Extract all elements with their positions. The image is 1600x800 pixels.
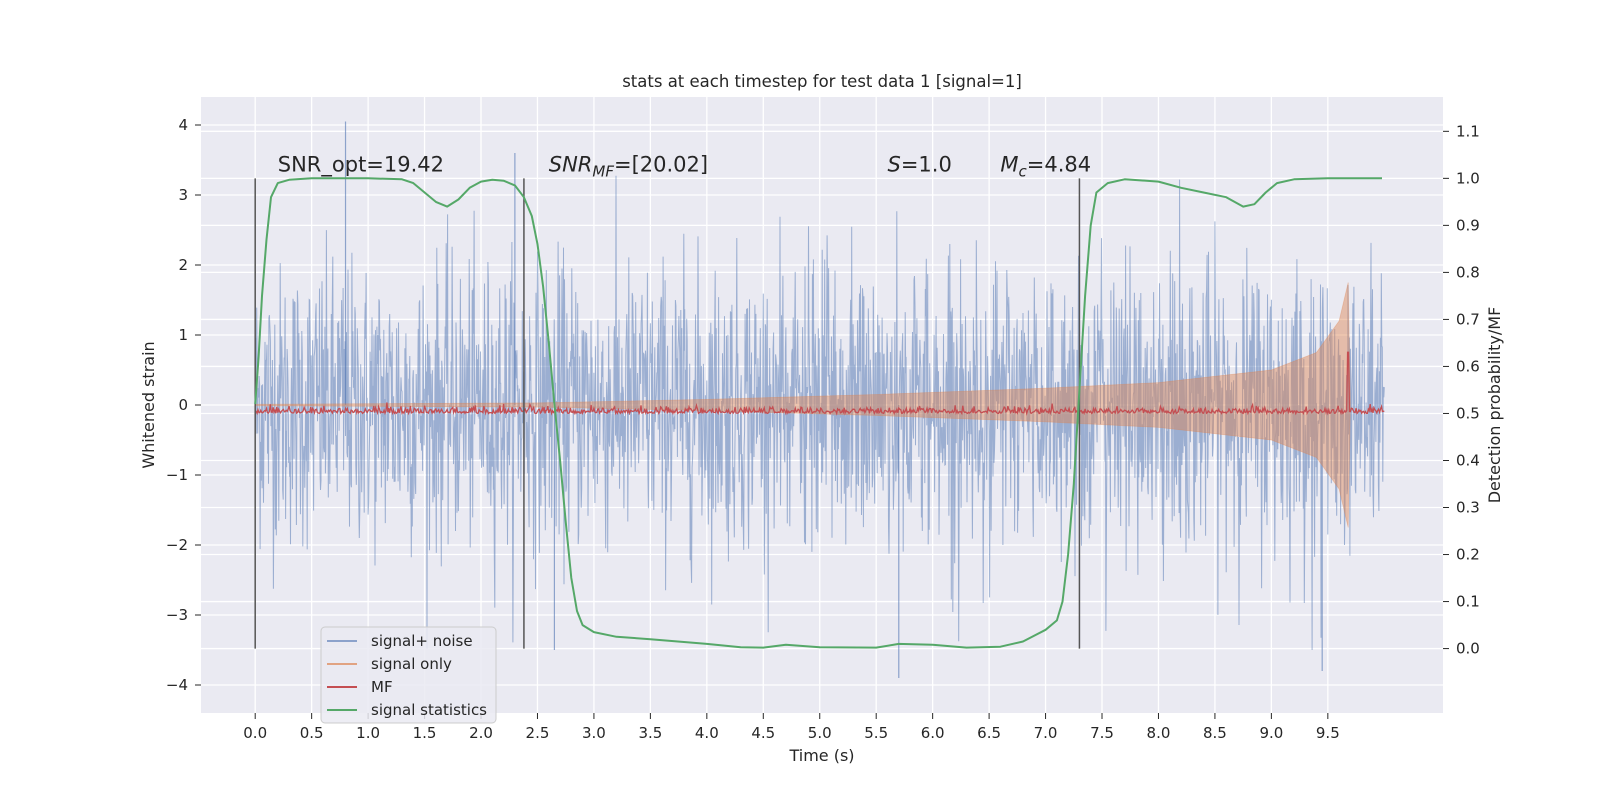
x-tick-label: 8.0 xyxy=(1147,724,1171,742)
y-tick-label: −4 xyxy=(166,676,188,694)
y-tick-label: 2 xyxy=(178,256,188,274)
y-axis-ticks: 4 3 2 1 0 −1 −2 −3 −4 xyxy=(166,116,201,694)
x-tick-label: 6.5 xyxy=(977,724,1001,742)
y2-tick-label: 0.7 xyxy=(1456,310,1480,328)
y2-tick-label: 0.5 xyxy=(1456,404,1480,422)
s-symbol: S xyxy=(887,152,900,176)
mf-line xyxy=(255,351,1385,416)
annotations: SNR_opt=19.42 SNRMF=[20.02] S=1.0 Mc=4.8… xyxy=(278,152,1091,180)
signal-statistics-line xyxy=(254,177,1382,649)
y2-tick-label: 1.0 xyxy=(1456,169,1480,187)
x-tick-label: 6.0 xyxy=(921,724,945,742)
annotation-snr-opt: SNR_opt=19.42 xyxy=(278,152,444,177)
x-tick-label: 7.5 xyxy=(1090,724,1114,742)
annotation-s: S=1.0 xyxy=(887,152,951,176)
legend-label: signal+ noise xyxy=(371,632,473,650)
snr-mf-value: =[20.02] xyxy=(614,152,708,176)
y-tick-label: 4 xyxy=(178,116,188,134)
mf-series xyxy=(255,351,1385,416)
y-axis-label: Whitened strain xyxy=(139,341,158,468)
y2-tick-label: 0.2 xyxy=(1456,546,1480,564)
legend: signal+ noise signal only MF signal statist… xyxy=(320,626,497,724)
y2-tick-label: 0.9 xyxy=(1456,216,1480,234)
y2-tick-label: 0.4 xyxy=(1456,451,1480,469)
y2-tick-label: 0.0 xyxy=(1456,640,1480,658)
legend-label: MF xyxy=(371,678,393,696)
x-tick-label: 9.5 xyxy=(1316,724,1340,742)
x-tick-label: 0.0 xyxy=(243,724,267,742)
x-tick-label: 9.0 xyxy=(1259,724,1283,742)
x-tick-label: 2.5 xyxy=(526,724,550,742)
y2-axis-ticks: 1.1 1.0 0.9 0.8 0.7 0.6 0.5 0.4 0.3 0.2 0.1 0.0 xyxy=(1443,122,1480,658)
x-axis-label: Time (s) xyxy=(788,746,854,765)
signal-noise-line xyxy=(254,175,1385,651)
y-tick-label: −2 xyxy=(166,536,188,554)
x-tick-label: 3.0 xyxy=(582,724,606,742)
annotation-snr-mf: SNRMF=[20.02] xyxy=(549,152,708,180)
legend-box xyxy=(320,626,497,724)
annotation-mc: Mc=4.84 xyxy=(1000,152,1091,180)
y-tick-label: 1 xyxy=(178,326,188,344)
x-tick-label: 3.5 xyxy=(638,724,662,742)
x-tick-label: 0.5 xyxy=(300,724,324,742)
mc-symbol: M xyxy=(1000,152,1018,176)
segment-markers xyxy=(254,178,1081,649)
y-tick-label: −3 xyxy=(166,606,188,624)
signal-only-series xyxy=(254,282,1351,528)
legend-label: signal statistics xyxy=(371,701,487,719)
x-tick-label: 5.0 xyxy=(808,724,832,742)
snr-mf-symbol: SNR xyxy=(549,152,593,176)
legend-label: signal only xyxy=(371,655,452,673)
y2-tick-label: 0.1 xyxy=(1456,593,1480,611)
x-axis-ticks: 0.0 0.5 1.0 1.5 2.0 2.5 3.0 3.5 4.0 4.5 5.0 5.5 6.0 6… xyxy=(243,713,1340,742)
signal-statistics-series xyxy=(254,177,1382,649)
y2-tick-label: 0.3 xyxy=(1456,499,1480,517)
snr-mf-subscript: MF xyxy=(592,162,614,180)
x-tick-label: 1.5 xyxy=(413,724,437,742)
plot-area: SNR_opt=19.42 SNRMF=[20.02] S=1.0 Mc=4.8… xyxy=(201,97,1443,713)
chart-title: stats at each timestep for test data 1 [… xyxy=(622,72,1022,91)
mc-value: =4.84 xyxy=(1027,152,1091,176)
y-tick-label: −1 xyxy=(166,466,188,484)
s-value: =1.0 xyxy=(901,152,952,176)
x-tick-label: 4.0 xyxy=(695,724,719,742)
x-tick-label: 2.0 xyxy=(469,724,493,742)
y-tick-label: 0 xyxy=(178,396,188,414)
x-tick-label: 4.5 xyxy=(751,724,775,742)
y-tick-label: 3 xyxy=(178,186,188,204)
x-tick-label: 1.0 xyxy=(356,724,380,742)
y2-axis-label: Detection probability/MF xyxy=(1485,307,1504,504)
x-tick-label: 5.5 xyxy=(864,724,888,742)
signal-noise-series xyxy=(254,121,1385,678)
x-tick-label: 8.5 xyxy=(1203,724,1227,742)
signal-only-envelope xyxy=(254,282,1351,528)
y2-tick-label: 0.6 xyxy=(1456,357,1480,375)
y2-tick-label: 0.8 xyxy=(1456,263,1480,281)
y2-tick-label: 1.1 xyxy=(1456,122,1480,140)
mc-subscript: c xyxy=(1019,162,1028,180)
x-tick-label: 7.0 xyxy=(1034,724,1058,742)
